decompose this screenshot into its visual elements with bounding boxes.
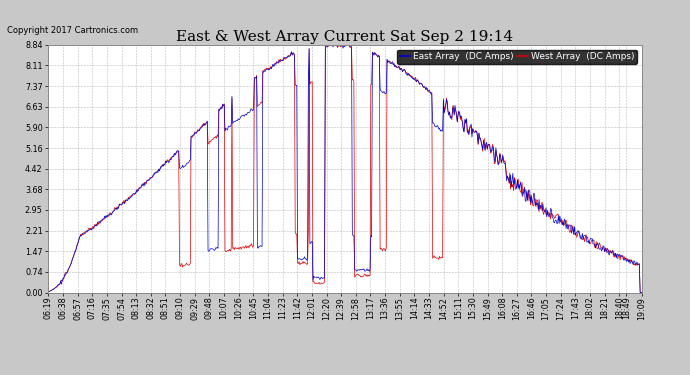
Title: East & West Array Current Sat Sep 2 19:14: East & West Array Current Sat Sep 2 19:1… [177,30,513,44]
Legend: East Array  (DC Amps), West Array  (DC Amps): East Array (DC Amps), West Array (DC Amp… [397,50,637,64]
Text: Copyright 2017 Cartronics.com: Copyright 2017 Cartronics.com [7,26,138,35]
